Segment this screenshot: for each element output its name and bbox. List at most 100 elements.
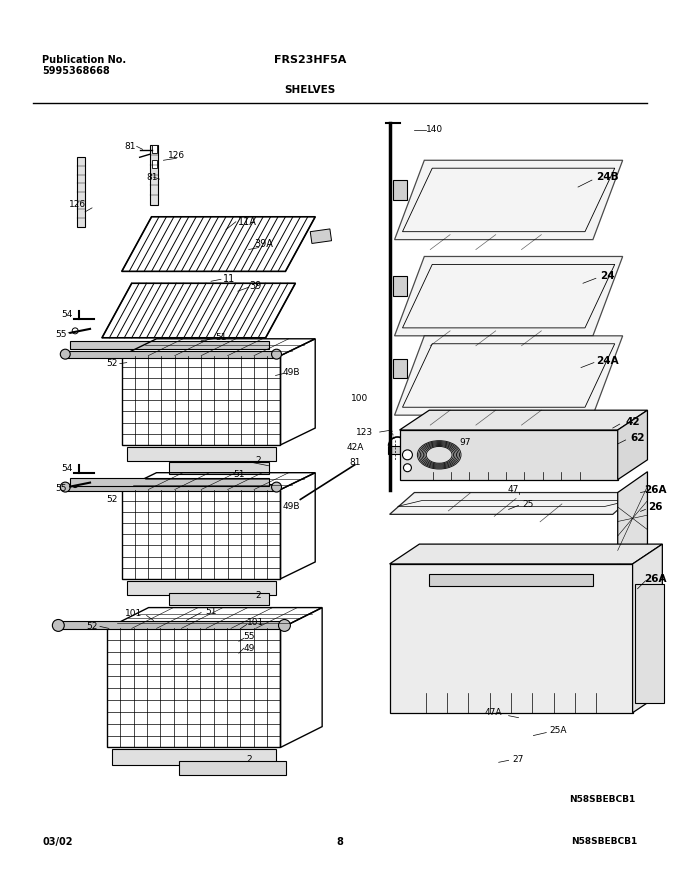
Circle shape <box>72 327 78 334</box>
Text: 24A: 24A <box>596 355 619 366</box>
Circle shape <box>61 349 70 359</box>
Bar <box>169 462 269 474</box>
Circle shape <box>271 349 282 359</box>
Circle shape <box>279 619 290 631</box>
Text: 11: 11 <box>223 274 235 284</box>
Polygon shape <box>400 430 617 480</box>
Bar <box>429 574 593 586</box>
Text: 25A: 25A <box>549 726 567 735</box>
Polygon shape <box>390 544 662 564</box>
Text: 26: 26 <box>648 503 662 512</box>
Circle shape <box>61 483 70 492</box>
Text: 55: 55 <box>243 631 254 641</box>
Text: N58SBEBCB1: N58SBEBCB1 <box>569 795 636 804</box>
Bar <box>388 446 400 454</box>
Text: 39A: 39A <box>254 239 273 248</box>
Text: 54: 54 <box>62 464 73 473</box>
Bar <box>107 628 280 747</box>
Bar <box>392 180 407 200</box>
Text: 62: 62 <box>630 433 645 443</box>
Text: 81: 81 <box>124 142 135 151</box>
Polygon shape <box>617 410 647 480</box>
Text: 52: 52 <box>86 622 98 631</box>
Polygon shape <box>394 256 623 336</box>
Text: N58SBEBCB1: N58SBEBCB1 <box>571 837 638 846</box>
Bar <box>65 483 277 490</box>
Bar <box>122 355 280 445</box>
Bar <box>126 581 275 595</box>
Bar <box>390 564 632 712</box>
Text: 140: 140 <box>426 125 443 134</box>
Bar <box>152 160 156 168</box>
Text: 51: 51 <box>233 470 245 479</box>
Text: 49B: 49B <box>283 502 300 511</box>
Text: 27: 27 <box>513 755 524 764</box>
Text: 51: 51 <box>205 607 217 616</box>
Text: 24B: 24B <box>596 172 619 182</box>
Text: 126: 126 <box>69 200 86 209</box>
Text: 42: 42 <box>626 417 640 427</box>
Text: 52: 52 <box>106 495 118 504</box>
Bar <box>180 761 286 775</box>
Text: SHELVES: SHELVES <box>285 84 336 95</box>
Text: 11A: 11A <box>238 217 257 226</box>
Text: 25: 25 <box>523 500 534 509</box>
Text: 49: 49 <box>243 644 254 652</box>
Bar <box>65 351 277 358</box>
Circle shape <box>403 463 411 472</box>
Circle shape <box>403 450 412 460</box>
Text: 54: 54 <box>62 310 73 320</box>
Bar <box>126 447 275 461</box>
Text: 55: 55 <box>56 484 67 493</box>
Circle shape <box>72 482 78 488</box>
Text: 81: 81 <box>147 172 158 182</box>
Polygon shape <box>400 410 647 430</box>
Text: 39: 39 <box>250 281 262 291</box>
Text: Publication No.: Publication No. <box>42 55 126 65</box>
Bar <box>70 477 269 486</box>
Polygon shape <box>390 492 638 515</box>
Text: 49B: 49B <box>283 368 300 377</box>
Polygon shape <box>394 336 623 415</box>
Text: FRS23HF5A: FRS23HF5A <box>274 55 346 65</box>
Text: 26A: 26A <box>644 574 666 584</box>
Text: 47: 47 <box>508 485 520 494</box>
Bar <box>169 592 269 604</box>
Polygon shape <box>394 160 623 240</box>
Text: 97: 97 <box>459 438 471 448</box>
Bar <box>152 145 156 153</box>
Text: 5995368668: 5995368668 <box>42 66 110 76</box>
Text: 51: 51 <box>216 334 226 342</box>
Polygon shape <box>632 544 662 712</box>
Bar <box>77 158 85 226</box>
Circle shape <box>271 483 282 492</box>
Text: 101: 101 <box>125 609 142 618</box>
Text: 123: 123 <box>356 428 373 436</box>
Bar <box>70 341 269 348</box>
Text: 100: 100 <box>351 394 369 402</box>
Text: 126: 126 <box>168 151 185 159</box>
Bar <box>150 145 158 205</box>
Text: 42A: 42A <box>346 443 364 452</box>
Bar <box>634 584 664 703</box>
Bar <box>57 622 286 630</box>
Text: 55: 55 <box>56 330 67 340</box>
Text: 03/02: 03/02 <box>42 837 73 847</box>
Text: 81: 81 <box>349 458 360 467</box>
Text: 101: 101 <box>247 618 265 627</box>
Bar <box>392 276 407 296</box>
Text: 52: 52 <box>106 359 118 368</box>
Text: 47A: 47A <box>485 708 503 717</box>
Text: 24: 24 <box>600 271 615 281</box>
Text: 26A: 26A <box>644 484 666 495</box>
Bar <box>392 359 407 379</box>
Text: 2: 2 <box>256 456 262 465</box>
Bar <box>310 229 332 244</box>
Bar <box>112 749 275 766</box>
Text: 8: 8 <box>337 837 343 847</box>
Text: 2: 2 <box>246 755 252 764</box>
Text: 2: 2 <box>256 591 262 600</box>
Polygon shape <box>617 472 647 565</box>
Bar <box>122 490 280 579</box>
Circle shape <box>52 619 65 631</box>
